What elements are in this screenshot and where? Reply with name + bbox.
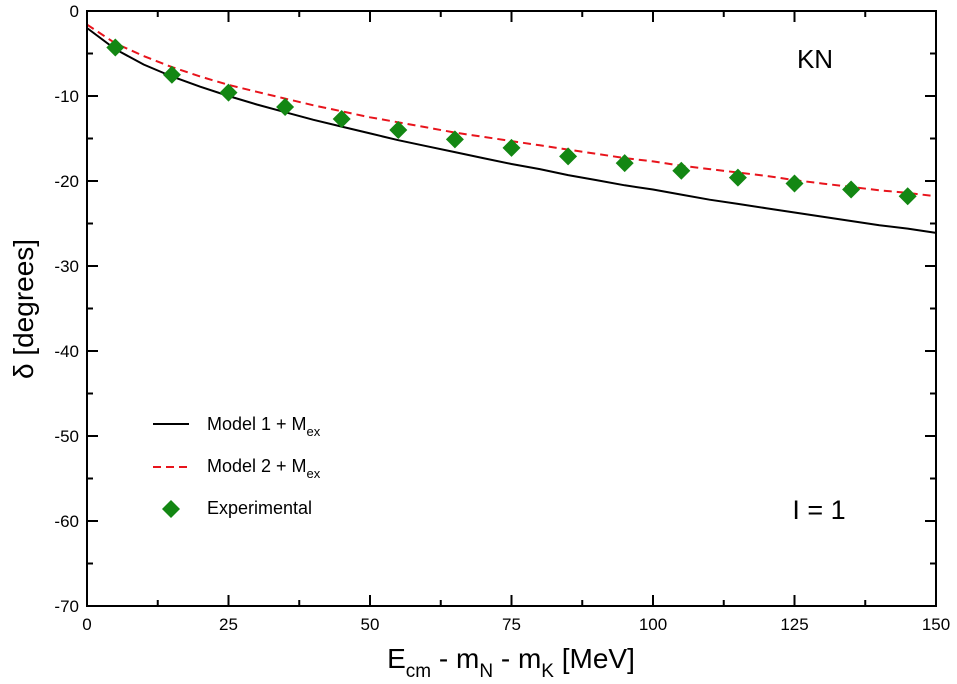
y-tick-label: -60 [54, 512, 79, 531]
experimental-point [842, 180, 861, 199]
experimental-point [389, 121, 408, 139]
x-tick-label: 125 [780, 615, 808, 634]
x-tick-label: 0 [82, 615, 91, 634]
experimental-point [276, 98, 295, 117]
x-tick-label: 75 [502, 615, 521, 634]
x-tick-label: 50 [361, 615, 380, 634]
experimental-point [898, 187, 917, 206]
legend-label-experimental: Experimental [207, 498, 312, 518]
y-tick-label: -70 [54, 597, 79, 616]
y-tick-label: -30 [54, 257, 79, 276]
experimental-point [785, 174, 804, 193]
x-axis-title: Ecm - mN - mK [MeV] [387, 643, 635, 682]
legend-marker-experimental [162, 500, 180, 518]
y-tick-label: -40 [54, 342, 79, 361]
experimental-point [332, 109, 351, 128]
experimental-point [728, 168, 747, 187]
series-layer [86, 23, 937, 234]
experimental-point [502, 138, 521, 157]
experimental-point [162, 65, 181, 84]
annotation-isospin: I = 1 [792, 495, 845, 525]
legend-label-model2: Model 2 + Mex [207, 456, 321, 481]
experimental-point [445, 130, 464, 149]
x-tick-label: 100 [639, 615, 667, 634]
experimental-point [672, 161, 691, 180]
legend-label-model1: Model 1 + Mex [207, 414, 321, 439]
annotation-kn: KN [797, 44, 833, 74]
y-tick-label: -10 [54, 87, 79, 106]
y-tick-label: 0 [70, 2, 79, 21]
experimental-point [219, 83, 238, 102]
x-tick-label: 150 [922, 615, 950, 634]
y-tick-label: -50 [54, 427, 79, 446]
y-tick-label: -20 [54, 172, 79, 191]
plot-frame [86, 10, 937, 607]
experimental-point [615, 154, 634, 173]
tick-layer: 0 25 50 75 100 125 150 0 -10 -20 -30 -40 -50 -60 -70 [54, 2, 950, 634]
x-tick-label: 25 [219, 615, 238, 634]
experimental-point [106, 38, 125, 57]
legend: Model 1 + Mex Model 2 + Mex Experimental [153, 414, 321, 518]
y-axis-title: δ [degrees] [8, 239, 39, 379]
experimental-point [559, 147, 578, 166]
